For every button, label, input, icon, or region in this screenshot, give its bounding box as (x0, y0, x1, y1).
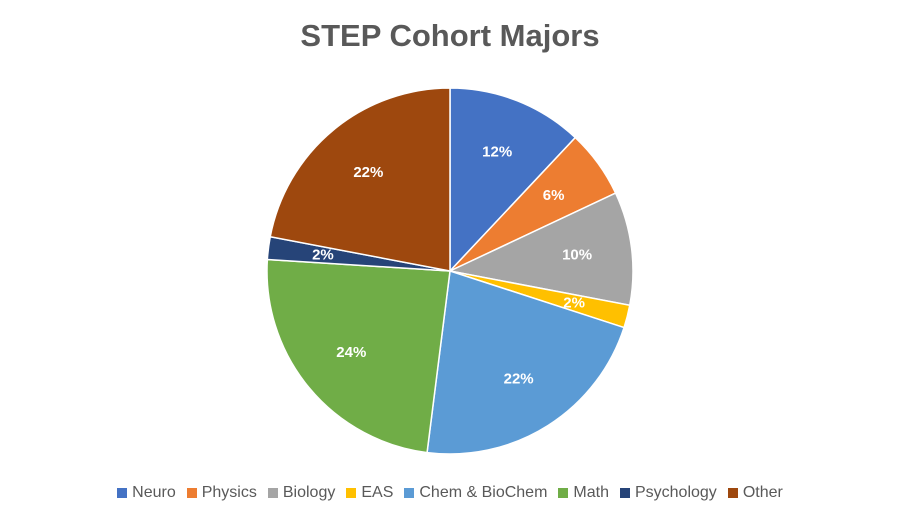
legend-item-psychology: Psychology (619, 484, 717, 502)
data-label-psychology: 2% (312, 246, 334, 263)
data-label-biology: 10% (562, 246, 592, 263)
legend-item-neuro: Neuro (117, 484, 176, 502)
legend-item-physics: Physics (186, 484, 257, 502)
data-label-math: 24% (336, 344, 366, 361)
legend-swatch (186, 488, 197, 498)
legend-swatch (619, 488, 630, 498)
legend-swatch (267, 488, 278, 498)
chart-title: STEP Cohort Majors (300, 18, 600, 53)
legend-label: Biology (282, 484, 336, 501)
pie-slice-chem-biochem (426, 270, 625, 455)
legend-swatch (117, 488, 128, 498)
data-label-chem-biochem: 22% (504, 371, 534, 388)
legend-label: Other (742, 484, 783, 501)
legend-item-biology: Biology (267, 484, 336, 502)
pie-slice-other (269, 87, 451, 272)
data-label-physics: 6% (543, 187, 565, 204)
pie-slice-math (266, 258, 451, 454)
legend-label: Neuro (132, 484, 176, 501)
legend-item-math: Math (558, 484, 609, 502)
legend-label: Math (573, 484, 609, 501)
data-label-neuro: 12% (482, 143, 512, 160)
legend-label: Psychology (634, 484, 717, 501)
legend-swatch (558, 488, 569, 498)
pie-slices (266, 87, 634, 455)
legend-label: Chem & BioChem (419, 484, 548, 501)
legend-label: EAS (361, 484, 394, 501)
data-label-other: 22% (353, 164, 383, 181)
legend-label: Physics (201, 484, 257, 501)
pie-data-labels: 12% 6% 10% 2% 22% 24% 2% 22% (312, 143, 592, 387)
legend-swatch (404, 488, 415, 498)
legend-swatch (727, 488, 738, 498)
chart-legend: Neuro Physics Biology EAS Chem & BioChem Math… (0, 484, 900, 502)
legend-item-eas: EAS (346, 484, 393, 502)
legend-item-chem-biochem: Chem & BioChem (404, 484, 547, 502)
pie-slice-biology (447, 192, 634, 307)
pie-slice-neuro (449, 87, 577, 273)
legend-swatch (346, 488, 357, 498)
legend-item-other: Other (727, 484, 783, 502)
data-label-eas: 2% (563, 294, 585, 311)
